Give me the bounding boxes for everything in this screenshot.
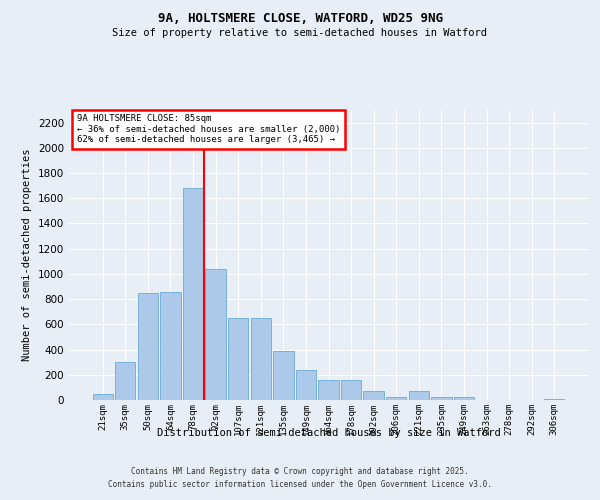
Bar xyxy=(228,318,248,400)
Bar xyxy=(92,394,113,400)
Text: 9A HOLTSMERE CLOSE: 85sqm
← 36% of semi-detached houses are smaller (2,000)
62% : 9A HOLTSMERE CLOSE: 85sqm ← 36% of semi-… xyxy=(77,114,340,144)
Bar xyxy=(160,292,181,400)
Bar xyxy=(409,390,429,400)
Bar xyxy=(454,397,474,400)
Bar xyxy=(138,293,158,400)
Text: Distribution of semi-detached houses by size in Watford: Distribution of semi-detached houses by … xyxy=(157,428,500,438)
Text: Contains HM Land Registry data © Crown copyright and database right 2025.: Contains HM Land Registry data © Crown c… xyxy=(131,467,469,476)
Bar xyxy=(544,398,565,400)
Bar xyxy=(431,397,452,400)
Y-axis label: Number of semi-detached properties: Number of semi-detached properties xyxy=(22,149,32,361)
Bar xyxy=(115,362,136,400)
Bar xyxy=(273,351,293,400)
Bar xyxy=(341,380,361,400)
Bar xyxy=(183,188,203,400)
Bar xyxy=(205,269,226,400)
Text: Size of property relative to semi-detached houses in Watford: Size of property relative to semi-detach… xyxy=(113,28,487,38)
Text: Contains public sector information licensed under the Open Government Licence v3: Contains public sector information licen… xyxy=(108,480,492,489)
Bar xyxy=(386,397,406,400)
Bar xyxy=(364,390,384,400)
Text: 9A, HOLTSMERE CLOSE, WATFORD, WD25 9NG: 9A, HOLTSMERE CLOSE, WATFORD, WD25 9NG xyxy=(157,12,443,26)
Bar xyxy=(319,380,338,400)
Bar xyxy=(251,318,271,400)
Bar xyxy=(296,370,316,400)
